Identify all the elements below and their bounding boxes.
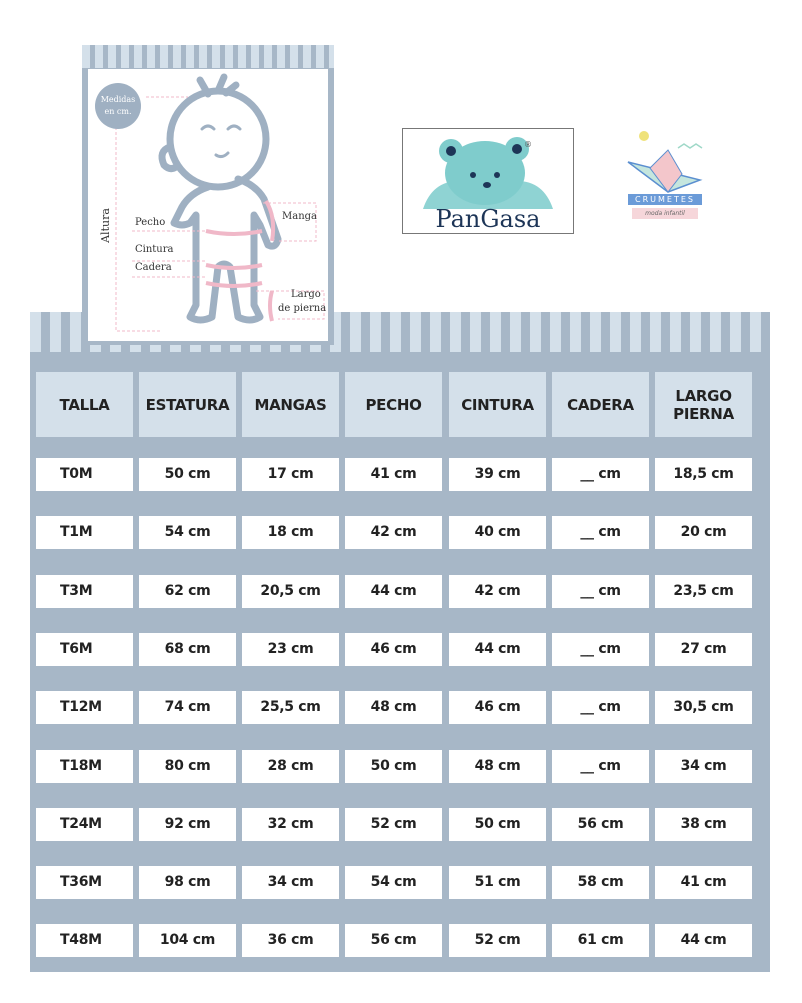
measurement-cell: 74 cm bbox=[139, 691, 236, 725]
measurement-cell: 23,5 cm bbox=[655, 574, 752, 608]
measurement-cell: 80 cm bbox=[139, 749, 236, 783]
measurement-cell: __ cm bbox=[552, 749, 649, 783]
size-cell: T48M bbox=[36, 924, 133, 958]
measurement-cell: 50 cm bbox=[345, 749, 442, 783]
measurement-cell: __ cm bbox=[552, 458, 649, 491]
measurement-cell: 18,5 cm bbox=[655, 458, 752, 491]
measurement-cell: __ cm bbox=[552, 632, 649, 666]
measurement-cell: __ cm bbox=[552, 574, 649, 608]
measurement-cell: 98 cm bbox=[139, 866, 236, 900]
size-cell: T3M bbox=[36, 574, 133, 608]
measurement-cell: 34 cm bbox=[242, 866, 339, 900]
measurement-cell: 20 cm bbox=[655, 516, 752, 550]
column-header: PECHO bbox=[345, 372, 442, 437]
measurement-cell: 62 cm bbox=[139, 574, 236, 608]
column-header: TALLA bbox=[36, 372, 133, 437]
column-header: LARGO PIERNA bbox=[655, 372, 752, 437]
child-figure-icon bbox=[95, 73, 325, 332]
measurement-cell: 54 cm bbox=[139, 516, 236, 550]
measurement-cell: __ cm bbox=[552, 691, 649, 725]
measurement-cell: 52 cm bbox=[345, 807, 442, 841]
size-table-panel: TALLA ESTATURA MANGAS PECHO CINTURA CADERA LAR… bbox=[30, 312, 770, 972]
column-header: ESTATURA bbox=[139, 372, 236, 437]
measurement-cell: 34 cm bbox=[655, 749, 752, 783]
size-cell: T12M bbox=[36, 691, 133, 725]
measurement-cell: 44 cm bbox=[449, 632, 546, 666]
measurement-cell: 25,5 cm bbox=[242, 691, 339, 725]
label-altura: Altura bbox=[98, 208, 112, 243]
measurement-cell: 48 cm bbox=[345, 691, 442, 725]
measurement-cell: 38 cm bbox=[655, 807, 752, 841]
measurement-cell: 92 cm bbox=[139, 807, 236, 841]
measurement-cell: 68 cm bbox=[139, 632, 236, 666]
measurement-cell: 28 cm bbox=[242, 749, 339, 783]
measurement-cell: 104 cm bbox=[139, 924, 236, 958]
measurement-cell: 61 cm bbox=[552, 924, 649, 958]
crumetes-logo: CRUMETES moda infantil bbox=[620, 128, 710, 228]
measurement-cell: 56 cm bbox=[345, 924, 442, 958]
column-header: MANGAS bbox=[242, 372, 339, 437]
measurement-cell: 56 cm bbox=[552, 807, 649, 841]
measurement-cell: 17 cm bbox=[242, 458, 339, 491]
pangasa-logo: ® PanGasa bbox=[402, 128, 574, 234]
bear-icon: ® bbox=[423, 137, 553, 209]
measurement-cell: 54 cm bbox=[345, 866, 442, 900]
measurement-cell: 41 cm bbox=[655, 866, 752, 900]
measurement-cell: 32 cm bbox=[242, 807, 339, 841]
measurement-cell: 27 cm bbox=[655, 632, 752, 666]
measurement-cell: 18 cm bbox=[242, 516, 339, 550]
measurement-cell: 40 cm bbox=[449, 516, 546, 550]
measurement-cell: 44 cm bbox=[345, 574, 442, 608]
measurement-cell: 50 cm bbox=[139, 458, 236, 491]
measurement-diagram: Medidas en cm. Altura Pecho Cintura Cade… bbox=[82, 45, 334, 345]
crumetes-tagline: moda infantil bbox=[632, 208, 698, 219]
decorative-stripes bbox=[82, 45, 334, 68]
size-cell: T24M bbox=[36, 807, 133, 841]
measurement-cell: 23 cm bbox=[242, 632, 339, 666]
measurement-cell: 20,5 cm bbox=[242, 574, 339, 608]
measurement-cell: 51 cm bbox=[449, 866, 546, 900]
svg-text:®: ® bbox=[524, 140, 532, 149]
size-cell: T36M bbox=[36, 866, 133, 900]
measurement-cell: 42 cm bbox=[345, 516, 442, 550]
size-cell: T1M bbox=[36, 516, 133, 550]
size-cell: T0M bbox=[36, 458, 133, 491]
measurement-cell: 30,5 cm bbox=[655, 691, 752, 725]
units-badge: Medidas en cm. bbox=[100, 95, 136, 116]
label-largo: Largo bbox=[291, 289, 321, 300]
pangasa-wordmark: PanGasa bbox=[435, 205, 541, 233]
size-cell: T18M bbox=[36, 749, 133, 783]
paper-boat-icon bbox=[627, 131, 703, 193]
measurement-cell: 44 cm bbox=[655, 924, 752, 958]
measurement-cell: 46 cm bbox=[449, 691, 546, 725]
label-cintura: Cintura bbox=[135, 244, 174, 255]
measurement-cell: 46 cm bbox=[345, 632, 442, 666]
measurement-cell: 42 cm bbox=[449, 574, 546, 608]
label-manga: Manga bbox=[282, 211, 318, 222]
label-pecho: Pecho bbox=[135, 217, 166, 228]
label-cadera: Cadera bbox=[135, 262, 172, 273]
column-header: CINTURA bbox=[449, 372, 546, 437]
measurement-cell: 58 cm bbox=[552, 866, 649, 900]
column-header: CADERA bbox=[552, 372, 649, 437]
size-cell: T6M bbox=[36, 632, 133, 666]
measurement-cell: 48 cm bbox=[449, 749, 546, 783]
measurement-cell: 39 cm bbox=[449, 458, 546, 491]
measurement-cell: 50 cm bbox=[449, 807, 546, 841]
measurement-cell: 41 cm bbox=[345, 458, 442, 491]
crumetes-wordmark: CRUMETES bbox=[628, 194, 702, 205]
measurement-cell: 52 cm bbox=[449, 924, 546, 958]
label-de-pierna: de pierna bbox=[278, 303, 327, 314]
measurement-cell: 36 cm bbox=[242, 924, 339, 958]
measurement-cell: __ cm bbox=[552, 516, 649, 550]
